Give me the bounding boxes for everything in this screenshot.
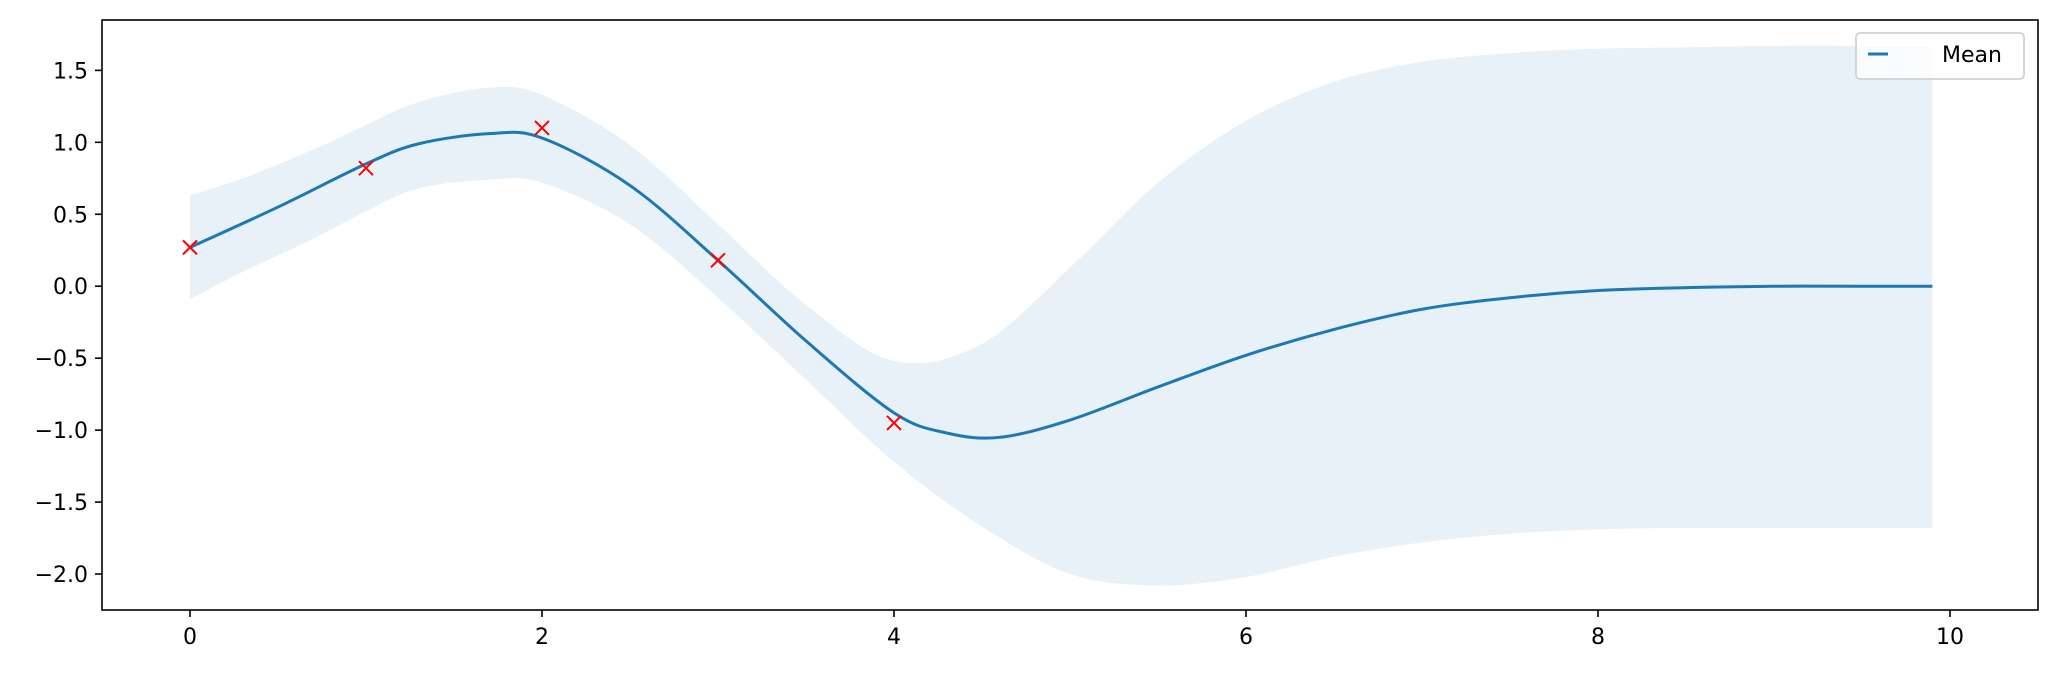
y-tick-label: −1.0: [35, 419, 88, 444]
y-tick-label: 0.5: [53, 203, 88, 228]
legend-label-mean: Mean: [1942, 43, 2002, 68]
confidence-band-layer: [190, 45, 1933, 586]
legend: Mean: [1855, 32, 2025, 80]
observation-marker-layer: [182, 120, 902, 431]
observation-marker: [182, 239, 198, 256]
x-tick-label: 4: [887, 625, 901, 650]
y-tick-label: 1.5: [53, 59, 88, 84]
y-tick-label: 1.0: [53, 131, 88, 156]
mean-line: [189, 130, 1933, 440]
x-tick-label: 0: [183, 625, 197, 650]
observation-marker: [710, 252, 726, 269]
y-tick-label: −2.0: [35, 563, 88, 588]
x-tick-label: 8: [1591, 625, 1605, 650]
confidence-band: [190, 45, 1933, 586]
x-tick-label: 10: [1936, 625, 1964, 650]
legend-box: [1855, 32, 2025, 80]
y-tick-label: −1.5: [35, 491, 88, 516]
observation-marker: [534, 120, 550, 136]
x-axis-ticks: 0 2 4 6 8 10: [183, 610, 1964, 650]
x-tick-label: 2: [535, 625, 549, 650]
y-tick-label: 0.0: [53, 275, 88, 300]
y-axis-ticks: 1.5 1.0 0.5 0.0 −0.5 −1.0 −1.5 −2.0: [35, 59, 102, 588]
x-tick-label: 6: [1239, 625, 1253, 650]
observation-marker: [358, 160, 374, 176]
mean-line-layer: [189, 130, 1933, 440]
observation-marker: [886, 415, 902, 431]
plot-frame: [101, 19, 2039, 611]
y-tick-label: −0.5: [35, 347, 88, 372]
